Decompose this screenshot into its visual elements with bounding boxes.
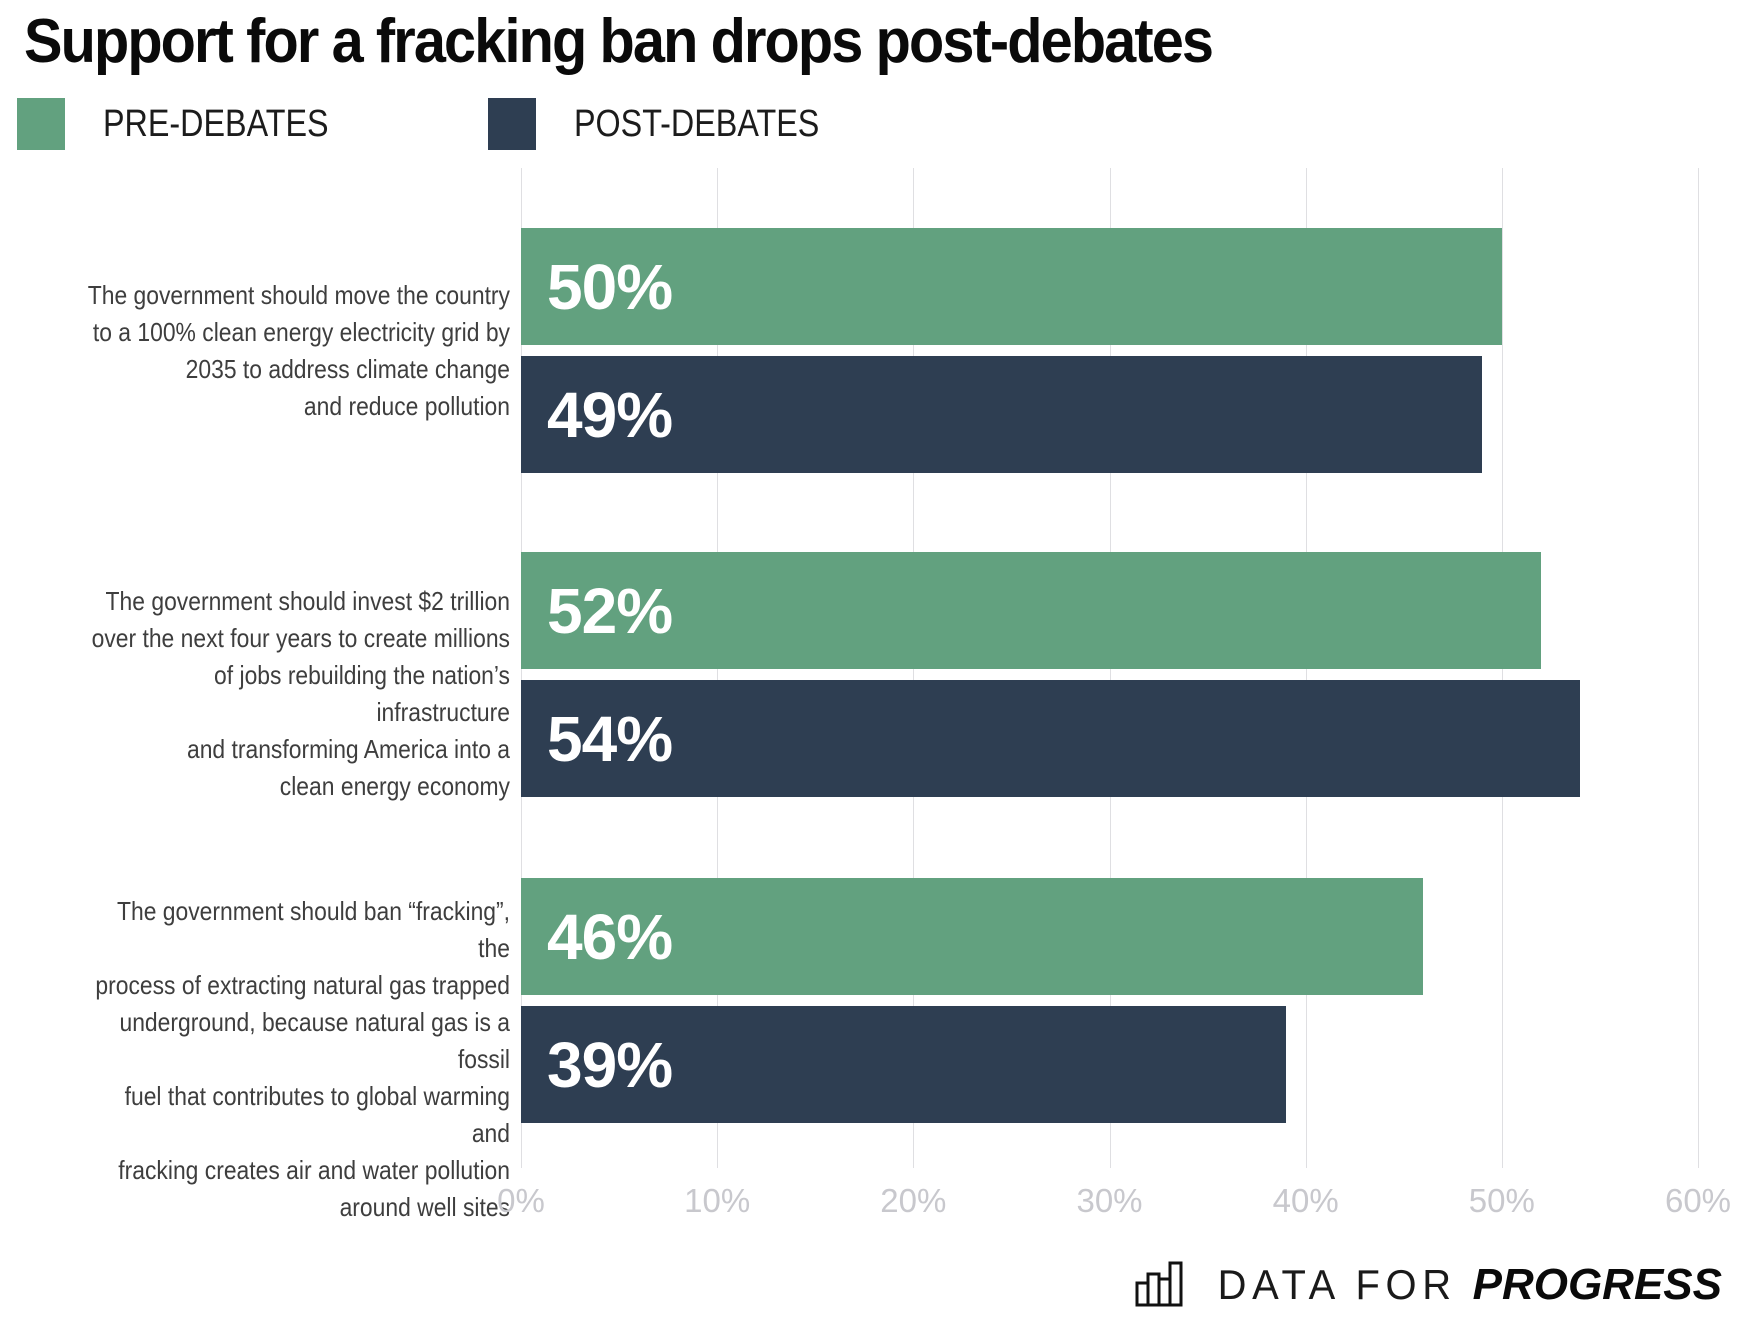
x-axis-tick-10%: 10% [684, 1182, 751, 1219]
bar-post-debates-infrastructure: 54% [521, 680, 1581, 797]
category-label-fracking-ban: The government should ban “fracking”, th… [95, 896, 510, 1222]
bar-pre-debates-clean-energy-grid: 50% [521, 228, 1502, 345]
legend-swatch-pre-debates [17, 98, 65, 150]
bar-chart-icon [1135, 1256, 1193, 1313]
bar-value-label: 49% [547, 378, 673, 451]
bar-post-debates-fracking-ban: 39% [521, 1006, 1287, 1123]
plot-area: 0% 10% 20% 30% 40% 50% 60% 50% 49% 52% 54% 46%… [497, 168, 1731, 1219]
bar-pre-debates-infrastructure: 52% [521, 552, 1542, 669]
legend-label-post-debates: POST-DEBATES [574, 102, 820, 145]
x-axis-tick-50%: 50% [1468, 1182, 1535, 1219]
bar-value-label: 39% [547, 1028, 673, 1101]
legend-label-pre-debates: PRE-DEBATES [103, 102, 329, 145]
category-label-infrastructure-investment: The government should invest $2 trillion… [91, 586, 510, 801]
brand-text-progress: PROGRESS [1472, 1259, 1722, 1309]
bar-value-label: 46% [547, 900, 673, 973]
bar-value-label: 50% [547, 250, 673, 323]
x-axis-tick-0%: 0% [497, 1182, 545, 1219]
x-axis-tick-60%: 60% [1664, 1182, 1732, 1219]
bar-post-debates-clean-energy-grid: 49% [521, 356, 1483, 473]
data-for-progress-logo: DATA FOR PROGRESS [1135, 1256, 1722, 1313]
category-label-clean-energy-grid: The government should move the country t… [87, 280, 510, 421]
bar-pre-debates-fracking-ban: 46% [521, 878, 1424, 995]
legend-swatch-post-debates [488, 98, 537, 150]
x-axis-tick-30%: 30% [1076, 1182, 1143, 1219]
brand-text-data-for: DATA FOR [1217, 1260, 1457, 1308]
legend: PRE-DEBATES POST-DEBATES [17, 98, 863, 150]
x-axis-tick-20%: 20% [880, 1182, 947, 1219]
x-axis-tick-40%: 40% [1272, 1182, 1339, 1219]
bar-value-label: 52% [547, 574, 673, 647]
page-title: Support for a fracking ban drops post-de… [24, 7, 1214, 76]
gridline-60% [1698, 168, 1699, 1168]
bar-value-label: 54% [547, 702, 673, 775]
